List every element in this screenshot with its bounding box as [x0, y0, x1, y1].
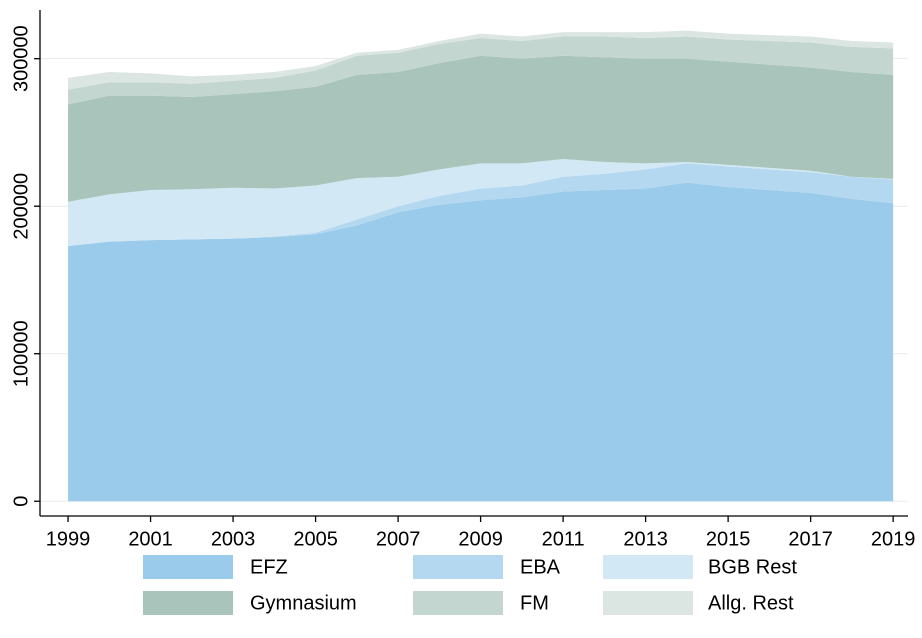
- x-tick-label: 2001: [128, 528, 173, 550]
- x-tick-label: 2009: [458, 528, 503, 550]
- x-tick-label: 2015: [706, 528, 751, 550]
- legend-label: FM: [520, 592, 549, 614]
- area: [68, 182, 894, 502]
- y-tick-label: 0: [10, 496, 32, 507]
- x-tick-label: 2003: [211, 528, 256, 550]
- area: [68, 55, 894, 202]
- legend-label: Gymnasium: [250, 592, 357, 614]
- y-tick-label: 100000: [10, 320, 32, 387]
- y-tick-label: 300000: [10, 25, 32, 92]
- area: [68, 30, 894, 90]
- area: [68, 36, 894, 105]
- legend-swatch: [413, 591, 503, 615]
- legend-swatch: [143, 555, 233, 579]
- legend-swatch: [413, 555, 503, 579]
- x-tick-label: 2019: [871, 528, 916, 550]
- legend-swatch: [603, 591, 693, 615]
- x-tick-label: 2007: [376, 528, 421, 550]
- y-tick-label: 200000: [10, 173, 32, 240]
- legend-label: Allg. Rest: [708, 592, 794, 614]
- x-tick-label: 2013: [623, 528, 668, 550]
- legend-swatch: [603, 555, 693, 579]
- legend-label: EFZ: [250, 556, 288, 578]
- x-tick-label: 2011: [542, 528, 585, 550]
- x-tick-label: 2017: [788, 528, 833, 550]
- x-tick-label: 1999: [46, 528, 91, 550]
- legend-label: EBA: [520, 556, 561, 578]
- x-tick-label: 2005: [293, 528, 338, 550]
- legend-swatch: [143, 591, 233, 615]
- area: [68, 158, 894, 247]
- legend-label: BGB Rest: [708, 556, 797, 578]
